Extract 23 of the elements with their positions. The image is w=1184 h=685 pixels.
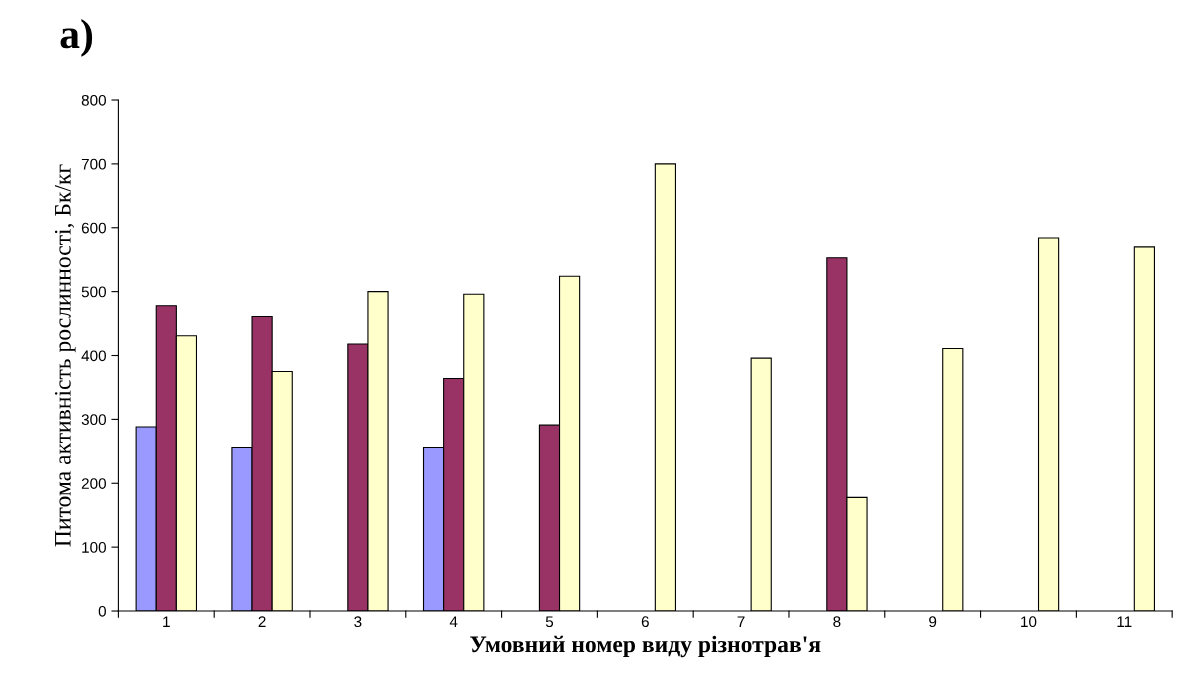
x-tick-label: 5 xyxy=(545,616,554,628)
x-tick-label: 9 xyxy=(929,616,937,628)
x-tick-label: 2 xyxy=(258,616,266,627)
y-tick-label: 200 xyxy=(81,478,106,489)
x-tick-label: 7 xyxy=(737,616,745,627)
x-tick-label: 6 xyxy=(641,616,649,628)
y-tick-label: 0 xyxy=(98,605,106,617)
x-tick-label: 11 xyxy=(1117,616,1132,627)
y-axis-title: Питома активність рослинності, Бк/кг xyxy=(54,164,76,547)
y-tick-label: 600 xyxy=(81,222,106,234)
y-tick-label: 700 xyxy=(81,158,106,170)
chart-title: а) xyxy=(60,19,93,57)
x-tick-label: 8 xyxy=(833,616,841,628)
y-tick-label: 500 xyxy=(81,286,106,298)
x-axis-title: Умовний номер виду різнотрав'я xyxy=(470,635,821,658)
x-tick-label: 3 xyxy=(354,616,362,628)
y-tick-label: 800 xyxy=(81,94,106,106)
x-tick-label: 10 xyxy=(1021,616,1037,628)
x-tick-label: 1 xyxy=(163,616,170,627)
y-tick-label: 100 xyxy=(82,542,106,553)
y-tick-label: 300 xyxy=(81,414,106,426)
x-tick-label: 4 xyxy=(449,616,458,627)
y-tick-label: 400 xyxy=(81,350,106,362)
